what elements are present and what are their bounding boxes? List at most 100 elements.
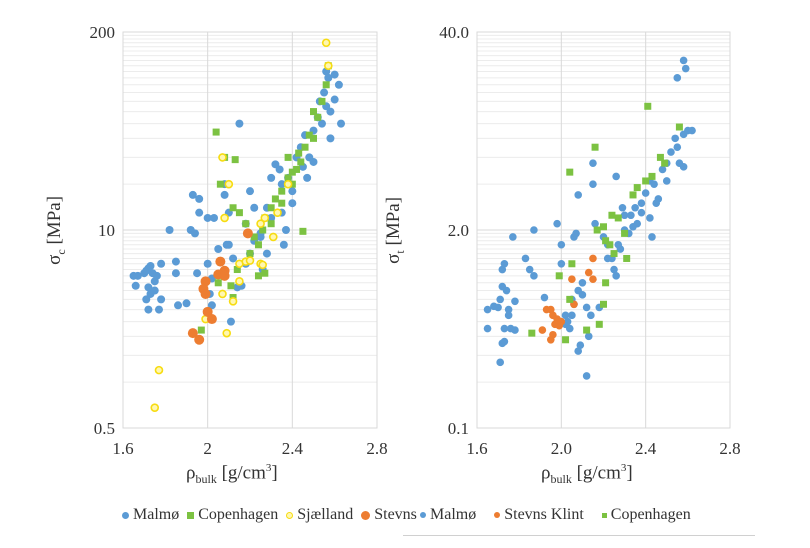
point-copenhagen (318, 97, 326, 105)
point-malm- (688, 126, 696, 135)
point-stevns-klint (538, 326, 547, 334)
point-malm- (574, 347, 582, 355)
point-malm- (262, 249, 271, 258)
point-malm- (679, 56, 688, 65)
point-malm- (326, 134, 335, 143)
legend-label: Copenhagen (610, 506, 691, 523)
point-malm- (557, 259, 566, 268)
point-malm- (502, 286, 511, 295)
point-malm- (504, 311, 513, 320)
x-tick-label: 1.6 (112, 439, 133, 458)
legend-marker-square (187, 511, 195, 519)
point-malm- (614, 240, 623, 249)
legend-marker-circle (420, 512, 426, 518)
legend-item-stevns: Stevns (361, 506, 417, 524)
x-tick-label: 2.8 (719, 439, 740, 458)
point-copenhagen (297, 158, 305, 166)
point-malm- (578, 291, 587, 299)
point-stevns (187, 328, 198, 339)
point-sj-lland (150, 403, 160, 412)
point-copenhagen (310, 134, 317, 142)
point-malm- (589, 180, 597, 188)
point-sj-lland (218, 289, 227, 299)
point-copenhagen (314, 113, 322, 121)
point-copenhagen (606, 241, 614, 249)
point-sj-lland (260, 213, 270, 223)
x-tick-label: 2 (203, 439, 212, 458)
point-copenhagen (305, 131, 313, 139)
point-malm- (157, 295, 166, 304)
point-copenhagen (267, 220, 275, 228)
point-malm- (576, 341, 585, 349)
point-malm- (671, 134, 679, 143)
point-malm- (483, 305, 492, 314)
point-malm- (650, 180, 658, 188)
point-malm- (330, 95, 339, 104)
point-malm- (275, 165, 284, 174)
x-tick-label: 2.4 (635, 439, 657, 458)
point-malm- (150, 286, 159, 295)
legend-label: Sjælland (297, 506, 354, 523)
point-malm- (504, 305, 513, 314)
point-malm- (330, 70, 339, 79)
point-malm- (188, 190, 197, 199)
left-y-axis-label: σc [MPa] (44, 195, 68, 265)
point-copenhagen (271, 195, 279, 203)
point-malm- (190, 229, 199, 238)
left-legend: Malmø Copenhagen Sjælland Stevns (122, 506, 417, 524)
point-stevns-klint (546, 335, 555, 344)
legend-item-malmo: Malmø (420, 506, 476, 524)
point-copenhagen (235, 209, 243, 217)
point-malm- (324, 73, 333, 82)
point-malm- (195, 208, 204, 217)
point-malm- (637, 208, 646, 217)
point-copenhagen (246, 250, 254, 258)
point-malm- (279, 240, 288, 249)
point-malm- (144, 283, 153, 292)
right-legend: Malmø Stevns Klint Copenhagen (420, 506, 691, 524)
point-malm- (673, 143, 682, 151)
point-copenhagen (233, 266, 241, 274)
point-stevns-klint (584, 268, 593, 277)
point-malm- (203, 213, 212, 222)
point-copenhagen (610, 250, 618, 258)
legend-label: Stevns Klint (504, 506, 584, 523)
point-malm- (574, 191, 582, 199)
point-sj-lland (222, 328, 232, 338)
point-malm- (171, 269, 180, 278)
point-malm- (483, 324, 492, 333)
point-stevns (215, 256, 226, 267)
point-malm- (195, 194, 204, 203)
point-malm- (226, 317, 235, 326)
point-malm- (203, 259, 212, 268)
point-malm- (610, 265, 618, 274)
point-malm- (193, 269, 202, 278)
legend-marker-ring (286, 511, 294, 519)
point-copenhagen (293, 165, 301, 173)
point-malm- (171, 257, 180, 266)
point-copenhagen (633, 184, 641, 192)
point-stevns (242, 228, 253, 239)
point-sj-lland (220, 213, 229, 223)
x-tick-label: 2.4 (282, 439, 304, 458)
legend-label: Malmø (430, 506, 477, 523)
point-copenhagen (254, 272, 262, 280)
point-malm- (500, 259, 509, 268)
point-copenhagen (568, 260, 576, 268)
point-copenhagen (214, 279, 222, 287)
point-malm- (174, 301, 183, 310)
point-malm- (557, 240, 566, 249)
point-sj-lland (224, 179, 234, 189)
point-malm- (618, 203, 627, 212)
point-malm- (679, 163, 688, 171)
point-sj-lland (268, 232, 278, 242)
point-malm- (157, 259, 166, 268)
point-malm- (658, 165, 667, 174)
point-malm- (646, 214, 654, 222)
point-copenhagen (629, 191, 637, 199)
point-malm- (627, 211, 635, 220)
point-malm- (568, 311, 576, 320)
point-malm- (326, 107, 335, 116)
point-malm- (229, 254, 238, 263)
point-copenhagen (231, 156, 239, 164)
